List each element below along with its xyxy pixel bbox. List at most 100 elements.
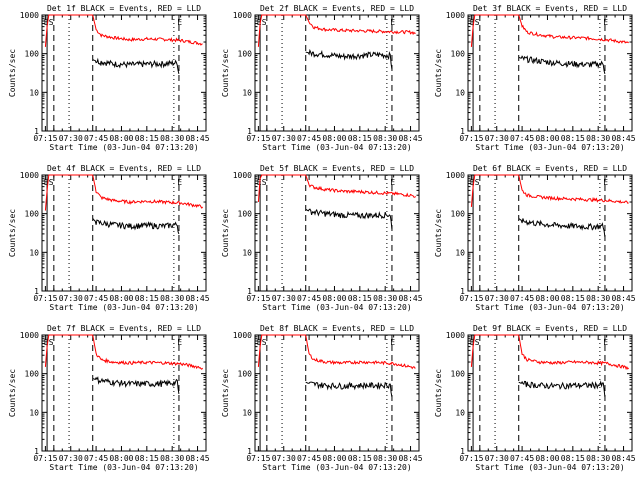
series-events-line (518, 380, 606, 397)
x-tick-label: 07:45 (510, 134, 534, 143)
chart-title: Det 2f BLACK = Events, RED = LLD (260, 4, 414, 13)
series-events-line (92, 57, 180, 75)
x-tick-label: 08:15 (561, 454, 585, 463)
marker-letter: E (470, 18, 475, 27)
plot-frame (467, 174, 633, 292)
chart-panel-9: Det 9f BLACK = Events, RED = LLD 1 10 100 10… (434, 324, 636, 472)
x-tick-label: 08:45 (611, 134, 635, 143)
x-axis-label: Start Time (03-Jun-04 07:13:20) (49, 303, 198, 312)
x-tick-label: 08:15 (135, 454, 159, 463)
marker-letter: S (475, 178, 480, 187)
x-tick-label: 08:15 (561, 294, 585, 303)
series-events-line (305, 48, 393, 70)
x-tick-label: 07:45 (510, 294, 534, 303)
y-tick-label: 1 (460, 287, 465, 296)
series-lld-line (44, 14, 203, 47)
plot-frame (41, 334, 207, 452)
y-tick-label: 10 (29, 248, 39, 257)
marker-letter: E (470, 338, 475, 347)
chart-title: Det 5f BLACK = Events, RED = LLD (260, 164, 414, 173)
x-tick-label: 08:45 (611, 454, 635, 463)
x-tick-label: 08:45 (398, 454, 422, 463)
x-tick-label: 08:45 (398, 294, 422, 303)
x-tick-label: 08:15 (348, 454, 372, 463)
x-tick-label: 08:00 (535, 134, 559, 143)
x-tick-label: 08:00 (322, 134, 346, 143)
x-tick-label: 08:45 (611, 294, 635, 303)
x-tick-label: 07:30 (272, 454, 296, 463)
x-axis-label: Start Time (03-Jun-04 07:13:20) (262, 303, 411, 312)
marker-letter: E (177, 18, 182, 27)
x-tick-label: 07:45 (84, 454, 108, 463)
y-tick-label: 100 (25, 50, 40, 59)
x-tick-label: 08:00 (322, 454, 346, 463)
marker-letter: S (49, 178, 54, 187)
x-tick-label: 07:15 (246, 454, 270, 463)
marker-letter: E (390, 178, 395, 187)
x-tick-label: 08:45 (185, 134, 209, 143)
y-axis-label: Counts/sec (434, 369, 443, 417)
x-tick-label: 07:15 (33, 294, 57, 303)
series-lld-line (257, 14, 416, 47)
marker-letter: S (49, 338, 54, 347)
x-tick-label: 08:15 (348, 294, 372, 303)
chart-title: Det 7f BLACK = Events, RED = LLD (47, 324, 201, 333)
plot-frame (467, 14, 633, 132)
marker-letter: E (390, 18, 395, 27)
series-events-line (92, 218, 180, 235)
x-tick-label: 07:30 (272, 134, 296, 143)
x-axis-label: Start Time (03-Jun-04 07:13:20) (49, 143, 198, 152)
x-axis-label: Start Time (03-Jun-04 07:13:20) (262, 463, 411, 472)
marker-letter: E (603, 178, 608, 187)
x-tick-label: 08:30 (586, 134, 610, 143)
x-tick-label: 08:00 (109, 294, 133, 303)
y-tick-label: 10 (242, 248, 252, 257)
x-axis-label: Start Time (03-Jun-04 07:13:20) (262, 143, 411, 152)
chart-title: Det 9f BLACK = Events, RED = LLD (473, 324, 627, 333)
y-tick-label: 1000 (446, 11, 465, 20)
x-tick-label: 08:00 (109, 134, 133, 143)
series-lld-line (257, 174, 416, 203)
series-lld-line (470, 174, 629, 207)
x-tick-label: 08:30 (373, 134, 397, 143)
x-tick-label: 08:15 (135, 134, 159, 143)
x-tick-label: 08:00 (535, 454, 559, 463)
x-tick-label: 07:30 (59, 134, 83, 143)
marker-letter: E (603, 338, 608, 347)
y-tick-label: 1 (34, 287, 39, 296)
marker-letter: E (603, 18, 608, 27)
x-axis-label: Start Time (03-Jun-04 07:13:20) (49, 463, 198, 472)
x-tick-label: 07:15 (459, 454, 483, 463)
series-lld-line (257, 334, 416, 370)
y-tick-label: 1 (34, 447, 39, 456)
marker-letter: E (44, 18, 49, 27)
y-tick-label: 10 (455, 88, 465, 97)
chart-panel-3: Det 3f BLACK = Events, RED = LLD 1 10 100 10… (434, 4, 636, 152)
y-tick-label: 1 (247, 447, 252, 456)
x-tick-label: 08:30 (160, 134, 184, 143)
marker-letter: S (262, 338, 267, 347)
x-tick-label: 08:45 (398, 134, 422, 143)
y-axis-label: Counts/sec (8, 369, 17, 417)
marker-letter: E (390, 338, 395, 347)
x-tick-label: 08:30 (160, 454, 184, 463)
y-tick-label: 100 (238, 50, 253, 59)
x-tick-label: 07:45 (297, 454, 321, 463)
x-tick-label: 07:30 (485, 134, 509, 143)
plot-frame (467, 334, 633, 452)
marker-letter: E (470, 178, 475, 187)
marker-letter: S (262, 18, 267, 27)
plot-frame (254, 14, 420, 132)
y-tick-label: 1000 (233, 11, 252, 20)
x-tick-label: 08:00 (322, 294, 346, 303)
series-lld-line (470, 14, 629, 47)
x-tick-label: 08:15 (348, 134, 372, 143)
x-tick-label: 07:15 (246, 134, 270, 143)
marker-letter: S (49, 18, 54, 27)
y-tick-label: 1 (460, 447, 465, 456)
chart-title: Det 8f BLACK = Events, RED = LLD (260, 324, 414, 333)
x-tick-label: 07:15 (33, 454, 57, 463)
y-axis-label: Counts/sec (8, 209, 17, 257)
x-tick-label: 07:45 (510, 454, 534, 463)
